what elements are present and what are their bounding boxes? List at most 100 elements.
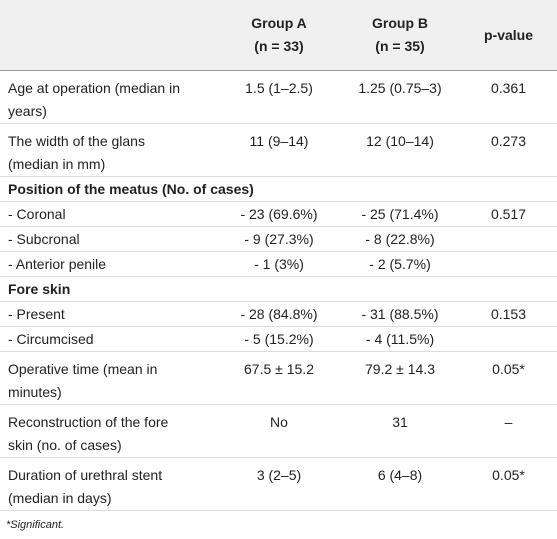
value-cell: [460, 226, 557, 252]
header-text: p-value: [483, 26, 533, 43]
header-text: Group A: [251, 15, 307, 31]
cell-text: 11 (9–14): [249, 133, 309, 149]
value-cell: [460, 326, 557, 352]
value-cell: 0.153: [460, 301, 557, 327]
cell-text: - 9 (27.3%): [244, 231, 314, 247]
label-text: Fore skin: [8, 281, 71, 297]
header-text: (n = 35): [375, 38, 425, 54]
value-cell: 0.05*: [460, 351, 557, 405]
cell-text: 0.05*: [492, 467, 525, 483]
row-label: Age at operation (median in years): [0, 70, 218, 124]
table-row: The width of the glans (median in mm) 11 (…: [0, 123, 557, 177]
value-cell: - 28 (84.8%): [218, 301, 340, 327]
table-row: - Anterior penile - 1 (3%) - 2 (5.7%): [0, 251, 557, 277]
table-row: Operative time (mean in minutes) 67.5 ± 15…: [0, 351, 557, 405]
row-label: - Subcronal: [0, 226, 218, 252]
table-body: Age at operation (median in years) 1.5 (1–…: [0, 70, 557, 511]
row-label: - Coronal: [0, 201, 218, 227]
row-label: Operative time (mean in minutes): [0, 351, 218, 405]
cell-text: No: [270, 414, 288, 430]
value-cell: - 8 (22.8%): [340, 226, 460, 252]
header-text: (n = 33): [254, 38, 304, 54]
cell-text: - 1 (3%): [254, 256, 304, 272]
value-cell: - 23 (69.6%): [218, 201, 340, 227]
cell-text: - 25 (71.4%): [361, 206, 439, 222]
cell-text: - 8 (22.8%): [365, 231, 435, 247]
label-text: - Subcronal: [8, 231, 80, 247]
value-cell: 1.25 (0.75–3): [340, 70, 460, 124]
row-label: - Anterior penile: [0, 251, 218, 277]
label-text: - Anterior penile: [8, 256, 107, 272]
label-text: Duration of urethral stent: [8, 467, 163, 483]
value-cell: 12 (10–14): [340, 123, 460, 177]
value-cell: - 25 (71.4%): [340, 201, 460, 227]
value-cell: 0.517: [460, 201, 557, 227]
cell-text: –: [504, 414, 513, 430]
value-cell: 31: [340, 404, 460, 458]
cell-text: - 5 (15.2%): [244, 331, 314, 347]
value-cell: 0.361: [460, 70, 557, 124]
row-label: Duration of urethral stent (median in day…: [0, 457, 218, 511]
label-text: minutes): [8, 384, 62, 400]
label-text: Position of the meatus (No. of cases): [8, 181, 254, 197]
cell-text: 0.05*: [492, 361, 525, 377]
table-row: Fore skin: [0, 276, 557, 302]
label-text: Reconstruction of the fore: [8, 414, 169, 430]
cell-text: 79.2 ± 14.3: [365, 361, 435, 377]
label-text: (median in mm): [8, 156, 106, 172]
cell-text: - 2 (5.7%): [369, 256, 431, 272]
value-cell: –: [460, 404, 557, 458]
table-row: Duration of urethral stent (median in day…: [0, 457, 557, 511]
value-cell: [460, 251, 557, 277]
row-label: Position of the meatus (No. of cases): [0, 176, 557, 202]
header-text: Group B: [372, 15, 428, 31]
header-cell: [0, 0, 218, 71]
cell-text: 1.25 (0.75–3): [358, 80, 442, 96]
table-row: Reconstruction of the fore skin (no. of c…: [0, 404, 557, 458]
value-cell: 79.2 ± 14.3: [340, 351, 460, 405]
cell-text: - 28 (84.8%): [240, 306, 318, 322]
header-cell: Group B (n = 35): [340, 0, 460, 71]
cell-text: 0.273: [490, 133, 527, 149]
header-cell: p-value: [460, 0, 557, 71]
value-cell: - 5 (15.2%): [218, 326, 340, 352]
cell-text: 0.517: [490, 206, 527, 222]
cell-text: 0.361: [490, 80, 527, 96]
label-text: - Coronal: [8, 206, 66, 222]
label-text: Operative time (mean in: [8, 361, 158, 377]
cell-text: 1.5 (1–2.5): [245, 80, 313, 96]
value-cell: 67.5 ± 15.2: [218, 351, 340, 405]
label-text: The width of the glans: [8, 133, 145, 149]
cell-text: 6 (4–8): [377, 467, 423, 483]
value-cell: 11 (9–14): [218, 123, 340, 177]
cell-text: 3 (2–5): [256, 467, 302, 483]
cell-text: 0.153: [490, 306, 527, 322]
table-row: - Subcronal - 9 (27.3%) - 8 (22.8%): [0, 226, 557, 252]
value-cell: 1.5 (1–2.5): [218, 70, 340, 124]
label-text: - Present: [8, 306, 65, 322]
table-header: Group A (n = 33) Group B (n = 35) p-value: [0, 0, 557, 71]
value-cell: 0.273: [460, 123, 557, 177]
cell-text: - 4 (11.5%): [365, 331, 435, 347]
row-label: Fore skin: [0, 276, 557, 302]
table-row: Age at operation (median in years) 1.5 (1–…: [0, 70, 557, 124]
label-text: (median in days): [8, 490, 112, 506]
value-cell: - 9 (27.3%): [218, 226, 340, 252]
value-cell: - 2 (5.7%): [340, 251, 460, 277]
table-row: Position of the meatus (No. of cases): [0, 176, 557, 202]
value-cell: 6 (4–8): [340, 457, 460, 511]
table-row: - Circumcised - 5 (15.2%) - 4 (11.5%): [0, 326, 557, 352]
header-row: Group A (n = 33) Group B (n = 35) p-value: [0, 0, 557, 71]
footnote: *Significant.: [6, 519, 65, 531]
label-text: years): [8, 103, 47, 119]
header-cell: Group A (n = 33): [218, 0, 340, 71]
row-label: The width of the glans (median in mm): [0, 123, 218, 177]
value-cell: 0.05*: [460, 457, 557, 511]
cell-text: - 23 (69.6%): [240, 206, 318, 222]
value-cell: - 1 (3%): [218, 251, 340, 277]
value-cell: - 4 (11.5%): [340, 326, 460, 352]
label-text: Age at operation (median in: [8, 80, 180, 96]
cell-text: 67.5 ± 15.2: [244, 361, 314, 377]
cell-text: 12 (10–14): [366, 133, 434, 149]
